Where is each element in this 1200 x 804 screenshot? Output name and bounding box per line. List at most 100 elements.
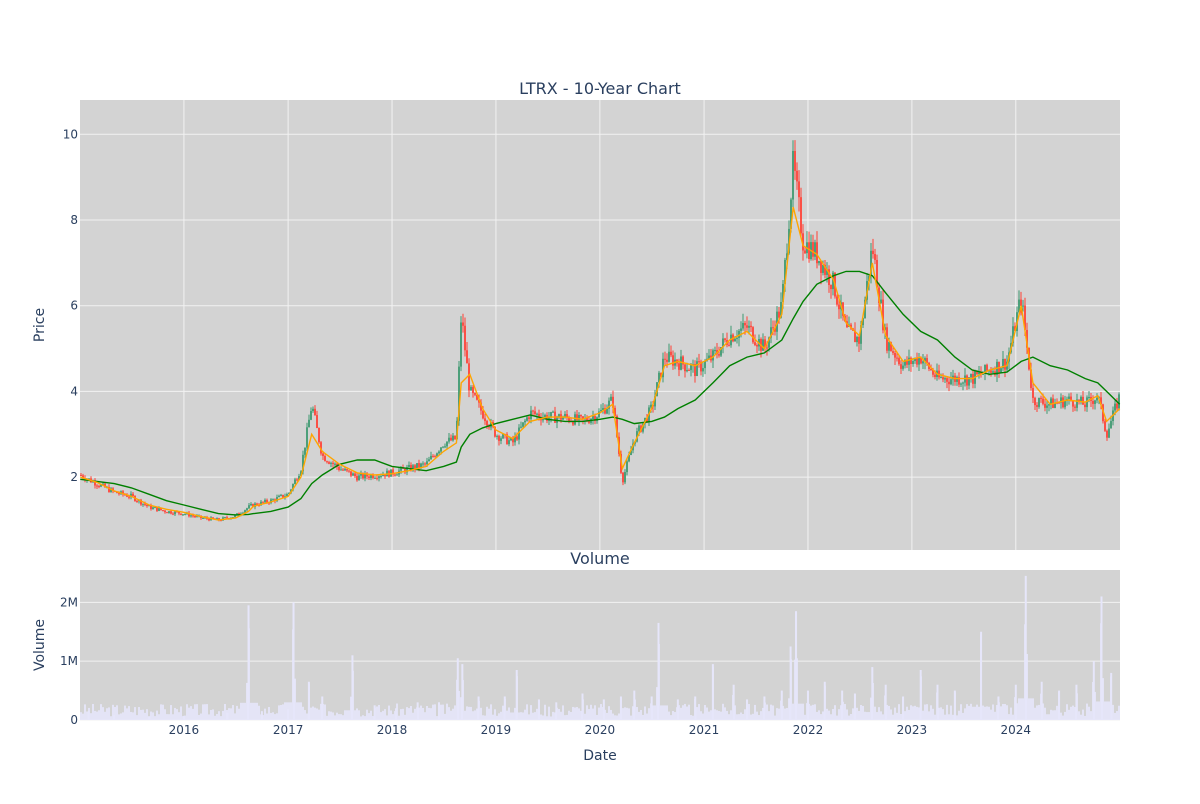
candle-body: [520, 426, 522, 428]
volume-bar: [98, 710, 100, 720]
volume-bar: [814, 704, 816, 720]
volume-bar: [994, 711, 996, 720]
volume-bar-peak: [456, 658, 459, 720]
volume-bar: [154, 716, 156, 720]
candle-body: [630, 450, 632, 456]
candle-body: [266, 499, 268, 503]
volume-bar: [652, 705, 654, 720]
volume-bar: [976, 704, 978, 720]
volume-bar: [784, 708, 786, 720]
volume-bar: [1080, 714, 1082, 720]
volume-bar-peak: [260, 711, 263, 720]
price-tick-label: 4: [70, 384, 78, 398]
volume-bar: [84, 704, 86, 720]
candle-body: [1108, 428, 1110, 438]
volume-bar: [162, 704, 164, 720]
candle-body: [1070, 396, 1072, 402]
candle-body: [486, 421, 488, 426]
volume-bar: [782, 705, 784, 720]
candle-body: [118, 493, 120, 495]
volume-bar: [760, 711, 762, 720]
volume-bar: [276, 713, 278, 720]
volume-bar: [860, 704, 862, 720]
candle-body: [960, 383, 962, 385]
candle-body: [416, 463, 418, 469]
volume-bar: [862, 705, 864, 720]
candle-body: [176, 511, 178, 513]
candle-body: [784, 259, 786, 284]
candle-body: [304, 447, 306, 455]
volume-bar: [1048, 714, 1050, 720]
candle-body: [592, 416, 594, 419]
volume-bar: [1000, 706, 1002, 720]
volume-bar: [628, 708, 630, 720]
candle-body: [1086, 397, 1088, 408]
candle-body: [174, 511, 176, 515]
candle-body: [808, 242, 810, 260]
volume-bar: [1114, 712, 1116, 720]
candle-body: [876, 259, 878, 288]
volume-bar: [486, 706, 488, 720]
candle-body: [350, 471, 352, 476]
candle-body: [158, 508, 160, 511]
candle-body: [478, 399, 480, 403]
candle-body: [722, 338, 724, 348]
candle-body: [904, 359, 906, 366]
volume-bar: [776, 708, 778, 720]
candle-body: [80, 475, 82, 476]
volume-bar: [200, 713, 202, 720]
candle-body: [594, 416, 596, 422]
candle-body: [948, 381, 950, 385]
candle-body: [680, 356, 682, 370]
volume-bar: [526, 704, 528, 720]
volume-bar: [540, 714, 542, 720]
volume-bar: [324, 704, 326, 720]
candle-body: [514, 436, 516, 443]
volume-bar: [984, 706, 986, 720]
volume-bar: [908, 709, 910, 720]
volume-bar: [774, 715, 776, 720]
volume-bar: [922, 710, 924, 720]
volume-bar: [412, 712, 414, 720]
candle-body: [178, 511, 180, 514]
volume-bar: [938, 707, 940, 720]
candle-body: [956, 377, 958, 382]
candle-body: [804, 250, 806, 254]
candle-body: [234, 514, 236, 518]
candle-body: [258, 505, 260, 507]
volume-bar: [544, 704, 546, 720]
volume-bar: [354, 710, 356, 720]
candle-body: [480, 402, 482, 411]
volume-bar: [192, 708, 194, 720]
volume-bar: [724, 707, 726, 720]
candle-body: [1032, 388, 1034, 398]
volume-bar: [120, 713, 122, 720]
candle-body: [208, 518, 210, 521]
volume-bar: [758, 715, 760, 720]
volume-bar: [786, 707, 788, 720]
volume-bar: [696, 707, 698, 720]
volume-bar: [982, 705, 984, 720]
candle-body: [100, 484, 102, 487]
candle-body: [298, 476, 300, 480]
volume-bar: [852, 708, 854, 720]
volume-bar: [840, 705, 842, 720]
volume-bar: [312, 706, 314, 720]
volume-bar: [722, 703, 724, 720]
volume-bar-peak: [789, 646, 792, 720]
volume-bar: [1038, 704, 1040, 720]
volume-bar: [836, 715, 838, 720]
candle-body: [444, 446, 446, 448]
candle-body: [616, 415, 618, 437]
candle-body: [378, 476, 380, 479]
candle-body: [1012, 326, 1014, 344]
candle-body: [776, 311, 778, 332]
volume-bar: [878, 707, 880, 720]
candle-body: [262, 501, 264, 503]
volume-bar-peak: [732, 684, 735, 720]
candle-body: [1088, 396, 1090, 398]
volume-bar: [864, 711, 866, 720]
volume-bar: [96, 711, 98, 720]
candle-body: [778, 311, 780, 318]
candle-body: [662, 358, 664, 378]
